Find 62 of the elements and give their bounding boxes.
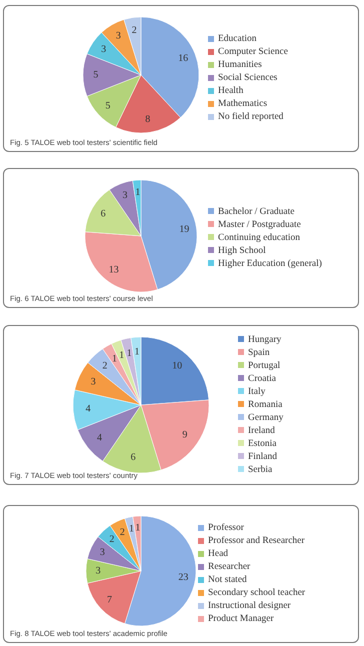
data-label: 2 <box>109 534 114 546</box>
legend-label: Not stated <box>208 575 247 585</box>
legend-label: Education <box>218 34 257 44</box>
legend-label: Master / Postgraduate <box>218 220 301 230</box>
data-label: 9 <box>182 429 188 440</box>
data-label: 5 <box>93 70 98 80</box>
data-label: 1 <box>135 522 140 534</box>
legend-label: Hungary <box>248 334 282 344</box>
legend-label: Portugal <box>248 360 280 370</box>
legend-label: Serbia <box>248 464 272 474</box>
legend-label: Continuing education <box>218 232 300 242</box>
legend-label: Mathematics <box>218 99 268 109</box>
legend-label: High School <box>218 246 266 256</box>
legend-label: Romania <box>248 400 282 410</box>
data-label: 7 <box>107 594 112 606</box>
data-label: 10 <box>172 360 182 372</box>
legend-label: Humanities <box>218 60 262 70</box>
legend-label: Ireland <box>248 426 275 436</box>
legend-label: Instructional designer <box>208 601 291 611</box>
data-label: 8 <box>145 114 150 126</box>
legend-label: Germany <box>248 412 284 422</box>
legend-label: Professor and Researcher <box>208 536 305 546</box>
data-label: 5 <box>105 100 110 112</box>
legend-label: Head <box>208 549 228 559</box>
data-label: 1 <box>128 524 134 535</box>
data-label: 6 <box>100 208 106 220</box>
data-label: 1 <box>135 186 140 198</box>
legend-label: Estonia <box>248 438 276 448</box>
data-label: 19 <box>179 224 190 235</box>
data-label: 16 <box>178 52 188 64</box>
legend-label: Finland <box>248 452 278 462</box>
legend-label: Secondary school teacher <box>208 588 306 598</box>
data-label: 3 <box>100 546 105 558</box>
data-label: 1 <box>134 346 140 358</box>
legend-label: Computer Science <box>218 47 288 57</box>
legend-label: No field reported <box>218 112 284 122</box>
legend-label: Health <box>218 86 244 96</box>
legend-label: Croatia <box>248 374 276 384</box>
legend-label: Professor <box>208 523 244 533</box>
data-label: 1 <box>112 354 117 365</box>
legend-label: Italy <box>248 386 266 396</box>
data-label: 3 <box>90 376 96 388</box>
legend-label: Bachelor / Graduate <box>218 206 294 216</box>
data-label: 13 <box>108 264 119 276</box>
data-label: 6 <box>130 452 136 463</box>
data-label: 1 <box>119 350 124 362</box>
data-label: 3 <box>122 190 128 201</box>
data-label: 2 <box>102 360 108 372</box>
data-label: 3 <box>116 30 121 42</box>
data-label: 3 <box>101 44 106 56</box>
data-label: 23 <box>178 572 188 583</box>
data-label: 1 <box>126 348 132 359</box>
legend-label: Social Sciences <box>218 73 278 83</box>
legend-label: Product Manager <box>208 614 274 624</box>
data-label: 2 <box>120 526 125 538</box>
data-label: 3 <box>96 566 101 576</box>
data-label: 4 <box>86 403 91 414</box>
legend-label: Spain <box>248 348 270 358</box>
data-label: 4 <box>97 432 102 444</box>
legend-label: Higher Education (general) <box>218 258 322 268</box>
data-label: 2 <box>132 24 137 36</box>
legend-label: Researcher <box>208 562 250 572</box>
